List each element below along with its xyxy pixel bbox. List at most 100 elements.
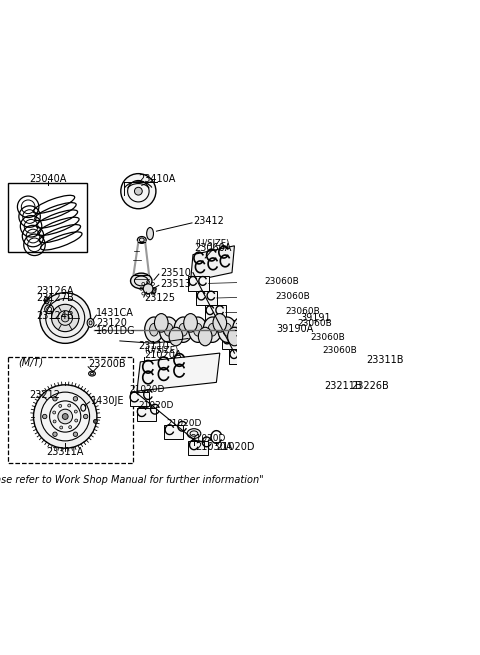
Ellipse shape [159, 317, 178, 343]
Circle shape [61, 314, 69, 322]
Ellipse shape [198, 328, 212, 346]
Circle shape [340, 357, 344, 361]
Ellipse shape [187, 428, 201, 438]
Text: 21020D: 21020D [130, 385, 165, 394]
Text: 23510: 23510 [160, 268, 191, 278]
Text: 21020D: 21020D [191, 434, 226, 443]
Text: 23200B: 23200B [88, 360, 126, 369]
Text: 1431CA: 1431CA [96, 308, 134, 318]
Circle shape [330, 381, 334, 384]
Bar [137, 407, 156, 421]
Text: 1430JE: 1430JE [91, 396, 124, 406]
Circle shape [330, 361, 334, 365]
Circle shape [326, 371, 330, 375]
Text: 23060B: 23060B [310, 333, 345, 342]
Text: 23410A: 23410A [138, 174, 176, 183]
Ellipse shape [169, 328, 183, 346]
Circle shape [68, 404, 71, 407]
Text: "Please refer to Work Shop Manual for further information": "Please refer to Work Shop Manual for fu… [0, 475, 264, 485]
Text: 23060A: 23060A [194, 243, 231, 253]
Text: (U/SIZE): (U/SIZE) [144, 346, 179, 354]
Bar [164, 425, 183, 439]
Text: 23513: 23513 [160, 279, 191, 289]
Text: 21020D: 21020D [216, 441, 255, 452]
Text: 23212: 23212 [30, 390, 60, 400]
Circle shape [40, 293, 91, 343]
Ellipse shape [147, 227, 154, 240]
Text: 23126A: 23126A [36, 286, 73, 295]
Ellipse shape [152, 288, 156, 293]
Ellipse shape [193, 324, 202, 336]
Text: 21020D: 21020D [138, 402, 174, 410]
Circle shape [53, 396, 57, 401]
Bar [214, 320, 234, 335]
Ellipse shape [184, 314, 197, 332]
Bar [229, 349, 250, 364]
Text: 23127B: 23127B [36, 293, 74, 303]
Circle shape [75, 419, 78, 422]
Text: 23120: 23120 [96, 318, 127, 328]
Ellipse shape [131, 273, 152, 289]
Circle shape [51, 305, 79, 331]
Text: 23311B: 23311B [366, 356, 404, 365]
Circle shape [121, 174, 156, 209]
Ellipse shape [237, 324, 246, 336]
Text: (U/SIZE): (U/SIZE) [195, 239, 229, 248]
Circle shape [134, 187, 142, 195]
Circle shape [53, 411, 56, 414]
Text: 39190A: 39190A [276, 324, 313, 333]
Bar [205, 305, 226, 320]
Circle shape [41, 392, 90, 441]
Circle shape [248, 326, 255, 333]
Text: 23226B: 23226B [351, 381, 389, 391]
Ellipse shape [179, 324, 188, 336]
Ellipse shape [150, 324, 158, 336]
Ellipse shape [203, 317, 222, 343]
Circle shape [43, 415, 47, 419]
Circle shape [73, 432, 78, 436]
Circle shape [349, 381, 353, 384]
Ellipse shape [144, 317, 163, 343]
Circle shape [62, 413, 68, 419]
Circle shape [143, 284, 153, 293]
Text: 23060B: 23060B [275, 292, 310, 301]
Bar [196, 291, 217, 305]
Circle shape [339, 369, 345, 375]
Text: 23060B: 23060B [322, 346, 357, 354]
Ellipse shape [155, 314, 168, 332]
Ellipse shape [87, 318, 94, 328]
Circle shape [84, 415, 88, 419]
Text: 23311A: 23311A [47, 447, 84, 457]
Text: 23110: 23110 [139, 341, 169, 351]
Ellipse shape [228, 328, 241, 346]
Bar [188, 441, 208, 455]
Ellipse shape [164, 324, 173, 336]
Text: 23211B: 23211B [324, 381, 362, 391]
Ellipse shape [137, 236, 146, 244]
Text: (M/T): (M/T) [18, 358, 44, 368]
Text: 23125: 23125 [144, 293, 175, 303]
Text: 23412: 23412 [193, 216, 224, 227]
Circle shape [238, 316, 265, 343]
Ellipse shape [361, 375, 364, 380]
Circle shape [59, 404, 62, 407]
Ellipse shape [213, 314, 227, 332]
Circle shape [94, 419, 97, 423]
Ellipse shape [232, 317, 251, 343]
Polygon shape [191, 246, 234, 282]
Circle shape [340, 384, 344, 388]
Circle shape [34, 384, 97, 448]
Circle shape [53, 420, 56, 423]
Text: 23124B: 23124B [36, 310, 73, 320]
Circle shape [60, 426, 63, 429]
Text: 21030A: 21030A [195, 441, 233, 452]
Ellipse shape [208, 324, 217, 336]
Text: 23060B: 23060B [286, 307, 320, 316]
Ellipse shape [174, 317, 192, 343]
Bar [188, 276, 209, 291]
Circle shape [73, 396, 78, 401]
Text: 1601DG: 1601DG [96, 326, 136, 336]
Text: 23040A: 23040A [29, 174, 67, 183]
Bar [8, 357, 133, 463]
Circle shape [257, 339, 324, 406]
